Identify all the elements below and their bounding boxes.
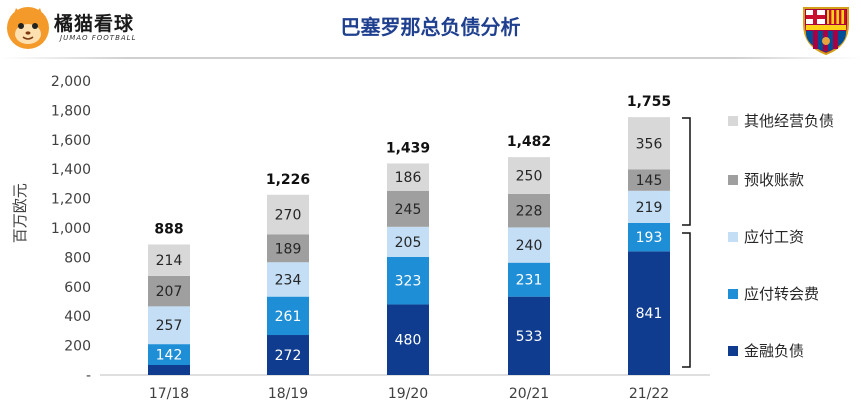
page-title: 巴塞罗那总负债分析 bbox=[340, 15, 521, 39]
cat-mascot-logo bbox=[7, 7, 49, 49]
bar-segment bbox=[508, 157, 550, 194]
bar-value-label: 480 bbox=[395, 333, 422, 349]
bar-value-label: 272 bbox=[275, 348, 302, 364]
bar-segment bbox=[628, 117, 670, 170]
y-tick-label: 600 bbox=[64, 280, 91, 296]
bar-segment bbox=[148, 275, 190, 307]
bar-segment bbox=[387, 190, 429, 227]
bar-value-label: 145 bbox=[636, 173, 663, 189]
bar-segment bbox=[628, 169, 670, 191]
y-tick-label: 1,400 bbox=[51, 162, 91, 178]
bar-segment bbox=[148, 244, 190, 276]
bar-total-label: 888 bbox=[154, 221, 183, 237]
bar-segment bbox=[387, 163, 429, 191]
logo-subtitle: JUMAO FOOTBALL bbox=[60, 34, 137, 42]
bar-segment bbox=[628, 223, 670, 252]
debt-bracket bbox=[682, 232, 691, 368]
legend-swatch bbox=[728, 289, 738, 299]
liability-chart: - 200 400 600 800 1,000 1,200 1,400 1,600 1,800 2,… bbox=[11, 74, 834, 402]
bar-segment bbox=[148, 365, 190, 375]
legend-swatch bbox=[728, 116, 738, 126]
y-tick-label: 400 bbox=[64, 309, 91, 325]
x-tick-label: 17/18 bbox=[149, 386, 189, 402]
bar-total-label: 1,482 bbox=[507, 134, 551, 150]
bar-total-label: 1,439 bbox=[386, 140, 430, 156]
bar-segment bbox=[267, 335, 309, 375]
legend-swatch bbox=[728, 232, 738, 242]
legend-swatch bbox=[728, 175, 738, 185]
bar-segment bbox=[628, 190, 670, 224]
x-tick-label: 20/21 bbox=[509, 386, 549, 402]
bar-value-label: 245 bbox=[395, 202, 422, 218]
y-tick-label: 2,000 bbox=[51, 74, 91, 90]
y-tick-label: 1,600 bbox=[51, 133, 91, 149]
bar-value-label: 205 bbox=[395, 235, 422, 251]
bar-segment bbox=[387, 304, 429, 375]
bar-segment bbox=[267, 262, 309, 297]
bar-value-label: 228 bbox=[516, 204, 543, 220]
y-axis-label: 百万欧元 bbox=[11, 183, 29, 243]
logo-name: 橘猫看球 bbox=[54, 13, 135, 35]
bar-value-label: 234 bbox=[275, 272, 302, 288]
legend-label: 应付转会费 bbox=[744, 285, 819, 303]
bar-segment bbox=[508, 296, 550, 375]
bar-value-label: 207 bbox=[156, 284, 183, 300]
bar-segment bbox=[148, 344, 190, 366]
bar-value-label: 841 bbox=[636, 306, 663, 322]
header-divider bbox=[0, 57, 861, 59]
y-tick-label: 800 bbox=[64, 250, 91, 266]
x-tick-label: 18/19 bbox=[268, 386, 308, 402]
bar-segment bbox=[508, 193, 550, 228]
y-tick-label: 200 bbox=[64, 339, 91, 355]
bar-value-label: 231 bbox=[516, 273, 543, 289]
bar-segment bbox=[628, 251, 670, 375]
legend-label: 应付工资 bbox=[744, 228, 804, 246]
fc-barcelona-crest bbox=[803, 7, 849, 56]
bar-value-label: 186 bbox=[395, 170, 422, 186]
bar-segment bbox=[387, 256, 429, 305]
legend-swatch bbox=[728, 346, 738, 356]
bar-value-label: 261 bbox=[275, 309, 302, 325]
x-tick-label: 21/22 bbox=[629, 386, 669, 402]
bar-value-label: 323 bbox=[395, 274, 422, 290]
bar-segment bbox=[387, 226, 429, 257]
bar-segment bbox=[508, 227, 550, 263]
bar-value-label: 533 bbox=[516, 329, 543, 345]
y-tick-label: 1,000 bbox=[51, 221, 91, 237]
bar-value-label: 257 bbox=[156, 318, 183, 334]
bar-total-label: 1,755 bbox=[627, 94, 671, 110]
bar-segment bbox=[267, 194, 309, 235]
bar-value-label: 214 bbox=[156, 253, 183, 269]
bar-value-label: 356 bbox=[636, 136, 663, 152]
operating-liability-bracket bbox=[682, 117, 691, 226]
y-tick-label: 1,800 bbox=[51, 103, 91, 119]
x-tick-label: 19/20 bbox=[388, 386, 428, 402]
legend-label: 其他经营负债 bbox=[744, 112, 834, 130]
bar-value-label: 250 bbox=[516, 169, 543, 185]
bar-value-label: 193 bbox=[636, 230, 663, 246]
legend-label: 预收账款 bbox=[744, 171, 804, 189]
bar-segment bbox=[148, 306, 190, 345]
bar-value-label: 219 bbox=[636, 200, 663, 216]
bar-segment bbox=[508, 262, 550, 297]
bar-segment bbox=[267, 296, 309, 336]
legend-label: 金融负债 bbox=[744, 342, 804, 360]
bar-value-label: 240 bbox=[516, 238, 543, 254]
bar-value-label: 142 bbox=[156, 348, 183, 364]
bar-total-label: 1,226 bbox=[266, 172, 310, 188]
y-tick-label: 1,200 bbox=[51, 192, 91, 208]
y-tick-label: - bbox=[86, 368, 91, 384]
bar-value-label: 189 bbox=[275, 241, 302, 257]
bar-segment bbox=[267, 234, 309, 263]
bar-value-label: 270 bbox=[275, 208, 302, 224]
